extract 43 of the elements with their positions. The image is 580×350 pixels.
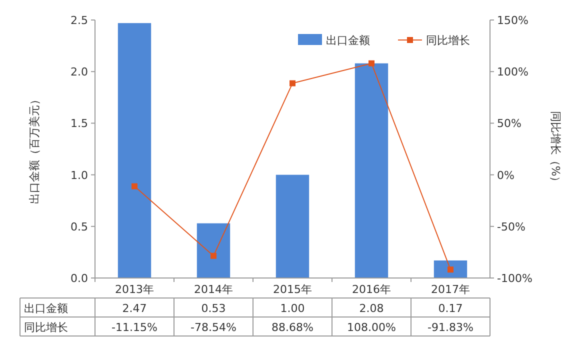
text: 同比增长 [24,321,68,334]
data-label: 108.00% [347,321,396,334]
y2-tick-label: -100% [497,272,532,285]
data-label: -11.15% [112,321,158,334]
x-tick-label: 2017年 [431,283,470,296]
x-tick-label: 2015年 [273,283,312,296]
data-label: 88.68% [272,321,314,334]
y-tick-label: 1.5 [70,117,88,130]
legend-label: 同比增长 [426,34,470,47]
data-label: -78.54% [190,321,236,334]
data-label: 1.00 [280,302,305,315]
point [210,252,216,259]
y2-tick-label: 0% [497,168,514,182]
point [132,183,138,190]
y2-tick-label: 100% [497,66,528,79]
data-label: 2.08 [359,302,384,315]
bar [434,260,468,278]
data-label: 0.53 [201,302,226,315]
point [290,80,296,86]
y2-axis-title: 同比增长（%） [549,110,562,188]
bar [354,63,388,278]
x-tick-label: 2016年 [352,283,391,296]
data-label: -91.83% [428,321,474,334]
text: 出口金额 [24,302,68,315]
y2-tick-label: 150% [497,14,528,27]
y-axis-title: 出口金额（百万美元） [28,94,41,204]
point [368,60,374,66]
y2-tick-label: 50% [497,117,522,130]
y-tick-label: 0.0 [70,272,88,285]
y-tick-label: 0.5 [70,220,88,234]
y2-tick-label: -50% [497,220,526,234]
bar [118,23,152,278]
y-tick-label: 1.0 [70,168,88,182]
bar [276,174,310,278]
x-tick-label: 2013年 [115,283,154,296]
data-label: 0.17 [438,302,463,315]
data-label: 2.47 [122,302,147,315]
bar [196,223,230,278]
y-tick-label: 2.5 [70,14,88,27]
point [448,266,454,273]
legend-label: 出口金额 [326,34,370,47]
y-tick-label: 2.0 [70,66,88,79]
x-tick-label: 2014年 [194,283,233,296]
